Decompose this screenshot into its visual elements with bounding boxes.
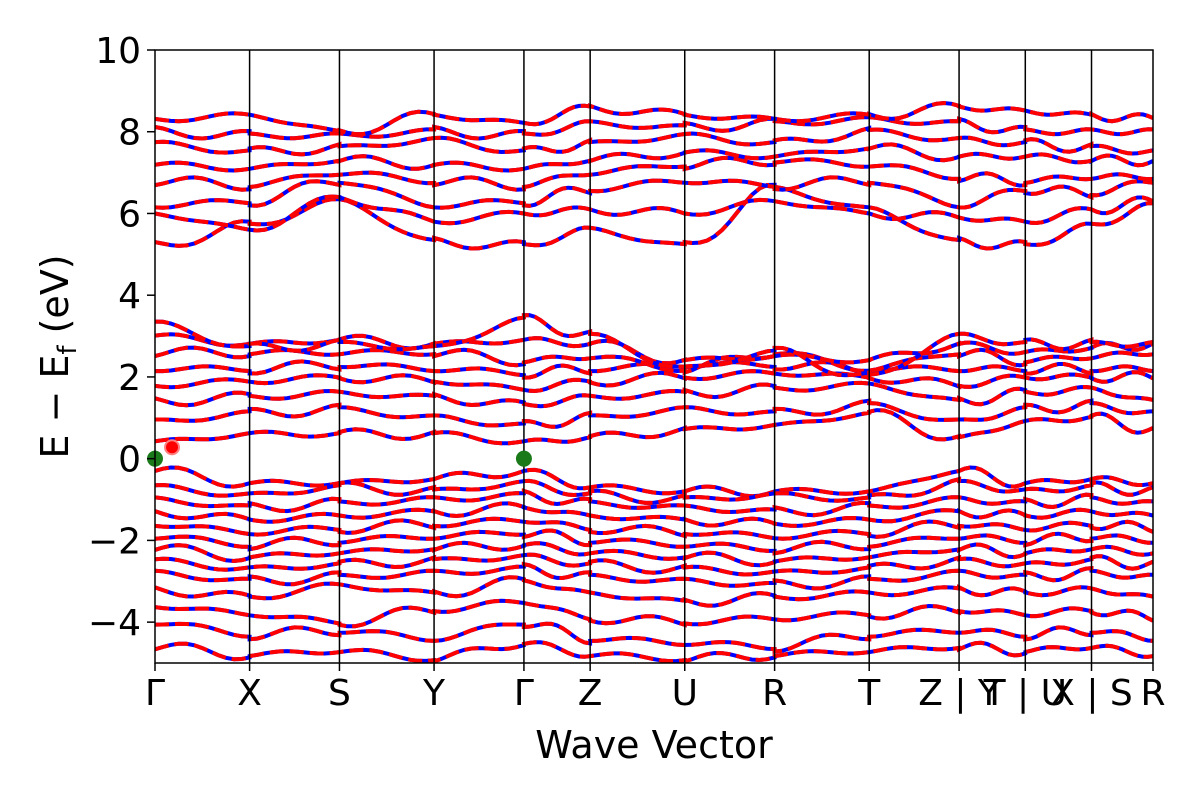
band-line-spin-down <box>155 115 1153 141</box>
y-tick-label: 6 <box>118 194 141 235</box>
x-tick-label: T <box>857 673 881 714</box>
band-edge-markers <box>147 439 532 467</box>
x-tick-label: Γ <box>514 673 534 714</box>
x-tick-label: R <box>762 673 787 714</box>
cbm-marker <box>164 439 181 456</box>
x-tick-label: X | S <box>1050 673 1133 714</box>
band-line-spin-up <box>155 501 1153 528</box>
x-axis-label: Wave Vector <box>535 723 773 767</box>
y-axis-label: E − Ef (eV) <box>33 254 83 458</box>
y-tick-label: 0 <box>118 440 141 481</box>
x-tick-label: S <box>328 673 351 714</box>
y-tick-label: −2 <box>88 521 141 562</box>
x-tick-label: Z <box>578 673 603 714</box>
band-line-spin-up <box>155 194 1153 233</box>
band-line-spin-down <box>155 194 1153 233</box>
y-axis-label-tail: (eV) <box>33 254 77 345</box>
kpath-divider-lines <box>248 50 1093 663</box>
band-line-spin-down <box>155 640 1153 663</box>
band-line-spin-up <box>155 598 1153 629</box>
y-tick-label: 4 <box>118 276 141 317</box>
x-tick-label: X <box>237 673 262 714</box>
band-line-spin-down <box>155 621 1153 654</box>
y-tick-label: 10 <box>95 31 141 72</box>
y-tick-label: 2 <box>118 358 141 399</box>
x-tick-label: Y <box>422 673 446 714</box>
y-tick-label: 8 <box>118 113 141 154</box>
x-tick-label: Z | Y <box>918 673 1001 714</box>
y-axis-label-main: E − E <box>33 355 77 459</box>
band-line-spin-down <box>155 528 1153 556</box>
bands-layer <box>155 100 1153 663</box>
x-tick-label: R <box>1140 673 1165 714</box>
band-line-spin-up <box>155 516 1153 541</box>
y-axis-label-sub: f <box>53 345 83 355</box>
y-axis-ticks: −4 −2 0 2 4 6 8 10 <box>88 31 155 644</box>
band-line-spin-up <box>155 369 1153 394</box>
band-line-spin-down <box>155 598 1153 629</box>
plot-frame <box>154 49 1154 664</box>
x-tick-label: T | U <box>983 673 1067 714</box>
x-tick-label: Γ <box>145 673 165 714</box>
y-tick-label: −4 <box>88 603 141 644</box>
x-tick-label: U <box>672 673 698 714</box>
band-line-spin-up <box>155 142 1153 173</box>
vbm-marker <box>515 450 532 467</box>
